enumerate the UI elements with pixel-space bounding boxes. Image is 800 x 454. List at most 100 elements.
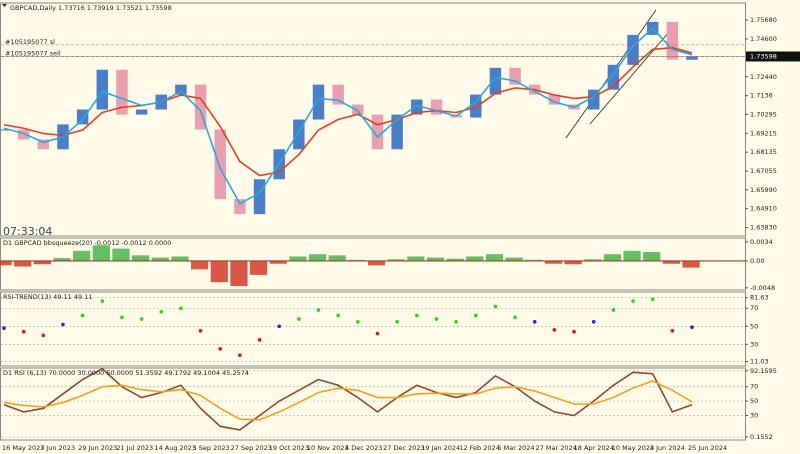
histogram-bar <box>14 260 32 267</box>
candle <box>587 89 600 110</box>
histogram-bar <box>0 260 12 266</box>
histogram-bar <box>308 254 327 261</box>
trend-dot <box>120 315 124 320</box>
x-tick-label: 14 Aug 2023 <box>154 444 196 452</box>
histogram-bar <box>171 256 189 261</box>
y-tick-label: 92.1595 <box>750 367 777 375</box>
menu-arrow[interactable] <box>2 4 7 7</box>
y-tick-label: 0.0034 <box>750 238 773 246</box>
candle <box>37 139 50 150</box>
x-tick-label: 4 Dec 2023 <box>345 444 382 452</box>
y-tick-label: 70 <box>750 383 758 391</box>
candle <box>489 67 502 95</box>
y-tick-label: 30 <box>750 412 758 420</box>
trend-dot <box>336 313 340 318</box>
candle <box>234 199 246 215</box>
trend-dot <box>277 324 282 329</box>
x-tick-label: 12 Feb 2024 <box>459 444 499 452</box>
indicator-line <box>3 380 693 421</box>
histogram-bar <box>92 245 110 261</box>
histogram-bar <box>249 260 268 275</box>
candle <box>214 129 226 200</box>
histogram-bar <box>662 260 680 264</box>
trend-dot <box>670 329 675 333</box>
x-tick-label: 10 May 2024 <box>612 444 654 452</box>
trend-dot <box>297 317 301 321</box>
pane-title: D1 RSI (6,13) 70.0000 30.0000 50.0000 51… <box>3 369 249 377</box>
candle <box>312 84 325 120</box>
candle <box>391 114 403 150</box>
trend-dot <box>473 313 478 318</box>
channel-line <box>589 23 677 125</box>
histogram-bar <box>367 260 386 266</box>
histogram-bar <box>33 260 51 265</box>
histogram-bar <box>623 250 641 261</box>
candle <box>194 84 207 130</box>
pane-title: D1 GBPCAD bbsqueeze(20) -0.0012 -0.0012 … <box>3 239 171 247</box>
x-tick-label: 27 Dec 2023 <box>383 444 425 452</box>
x-tick-label: 5 Mar 2024 <box>497 444 534 452</box>
order-label: #105195077 sell <box>5 49 61 57</box>
pane-title: GBPCAD,Daily 1.73716 1.73919 1.73521 1.7… <box>10 4 172 12</box>
candle <box>332 84 344 105</box>
histogram-bar <box>446 258 464 261</box>
last-price-tag <box>746 51 800 62</box>
trend-dot <box>179 306 183 311</box>
pane-frame <box>0 2 746 237</box>
trend-dot <box>80 313 85 318</box>
y-tick-label: 70 <box>750 304 758 312</box>
histogram-bar <box>53 258 71 261</box>
candle <box>116 69 128 115</box>
x-tick-label: 3 Jun 2024 <box>650 444 685 452</box>
candle <box>17 129 30 140</box>
y-tick-label: 11.03 <box>750 357 769 365</box>
trend-dot <box>591 319 596 324</box>
candle <box>352 104 364 115</box>
trend-dot <box>100 299 105 303</box>
x-tick-label: 27 Mar 2024 <box>536 444 577 452</box>
candle <box>607 64 620 90</box>
histogram-bar <box>269 260 287 264</box>
candle <box>411 99 423 115</box>
histogram-bar <box>289 256 307 261</box>
x-tick-label: 7 Jun 2023 <box>40 444 75 452</box>
y-tick-label: 30 <box>750 340 758 348</box>
histogram-bar <box>485 254 504 261</box>
x-tick-label: 10 Nov 2023 <box>307 444 349 452</box>
histogram-bar <box>643 251 661 261</box>
candle <box>627 34 639 65</box>
x-tick-label: 16 May 2023 <box>2 444 44 452</box>
histogram-bar <box>564 260 582 265</box>
histogram-bar <box>407 256 425 261</box>
histogram-bar <box>112 248 130 261</box>
trend-dot <box>21 329 26 334</box>
y-tick-label: 1.69215 <box>750 129 777 137</box>
histogram-bar <box>210 260 228 283</box>
trend-dot <box>198 329 203 333</box>
candle <box>135 109 148 115</box>
y-tick-label: 0.00 <box>750 257 764 265</box>
candle <box>470 94 482 118</box>
trend-dot <box>552 328 557 332</box>
clock: 07:33:04 <box>3 225 52 238</box>
histogram-bar <box>584 259 602 261</box>
histogram-bar <box>387 259 405 261</box>
trend-dot <box>316 308 321 312</box>
trend-dot <box>572 329 576 334</box>
candle <box>96 69 109 110</box>
trend-dot <box>61 322 65 327</box>
x-tick-label: 19 Oct 2023 <box>269 444 309 452</box>
indicator-line <box>3 367 693 431</box>
trend-dot <box>611 308 616 312</box>
y-tick-label: 1.7136 <box>750 92 773 100</box>
pane-frame <box>0 367 746 441</box>
y-tick-label: 1.74600 <box>750 35 777 43</box>
candle <box>253 179 266 215</box>
pane-title: RSI-TREND(13) 49.11 49.11 <box>3 293 92 301</box>
y-tick-label: 1.72440 <box>750 73 777 81</box>
trend-dot <box>650 297 655 302</box>
histogram-bar <box>328 255 346 261</box>
trend-dot <box>238 353 242 357</box>
